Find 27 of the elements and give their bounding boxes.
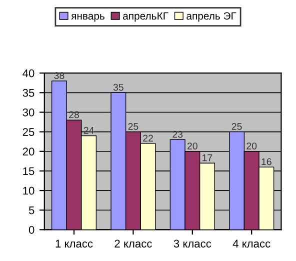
- data-label: 35: [113, 84, 124, 91]
- data-label: 20: [246, 142, 257, 150]
- data-label: 23: [172, 130, 183, 138]
- data-label: 20: [187, 142, 198, 150]
- x-tick-label: 3 класс: [174, 240, 212, 248]
- y-tick-label: 5: [28, 206, 34, 214]
- legend-label: апрель ЭГ: [186, 12, 236, 22]
- data-label: 25: [128, 123, 138, 130]
- x-tick-label: 4 класс: [232, 240, 270, 248]
- data-label: 25: [232, 123, 242, 130]
- data-label: 17: [202, 154, 212, 162]
- y-tick-label: 35: [22, 88, 34, 97]
- x-tick-label: 1 класс: [56, 240, 93, 248]
- data-label: 16: [262, 158, 272, 166]
- y-tick-label: 15: [23, 167, 34, 176]
- legend-label: январь: [71, 14, 104, 22]
- x-tick-label: 2 класс: [114, 240, 152, 248]
- data-label: 22: [143, 134, 153, 142]
- y-tick-label: 10: [23, 186, 34, 195]
- y-tick-label: 25: [22, 128, 34, 136]
- data-label: 38: [54, 72, 64, 79]
- y-tick-label: 40: [22, 69, 34, 78]
- legend-label: апрельКГ: [123, 12, 168, 22]
- y-tick-label: 30: [22, 108, 34, 116]
- y-tick-label: 20: [22, 148, 34, 156]
- y-tick-label: 0: [28, 226, 34, 234]
- data-label: 28: [69, 111, 79, 118]
